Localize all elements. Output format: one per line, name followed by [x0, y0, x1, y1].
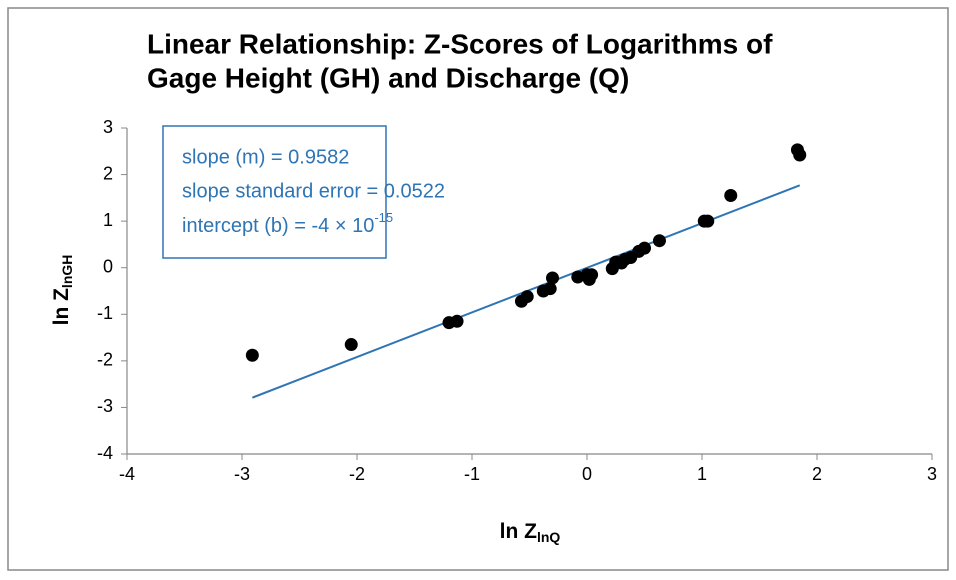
x-tick-label: -3	[234, 464, 250, 484]
data-point	[793, 148, 807, 162]
data-point	[585, 268, 599, 282]
x-axis-label-sub: lnQ	[537, 529, 560, 545]
x-tick-label: 3	[927, 464, 937, 484]
y-axis-label-main: ln Z	[50, 288, 73, 325]
data-point	[543, 282, 557, 296]
y-axis-label: ln ZlnGH	[50, 255, 75, 326]
annotation-sup: -15	[374, 210, 393, 225]
data-point	[701, 214, 715, 228]
x-tick-label: 1	[697, 464, 707, 484]
data-point	[652, 234, 666, 248]
data-point	[724, 189, 738, 203]
y-axis-label-sub: lnGH	[59, 255, 75, 288]
y-tick-label: 1	[103, 210, 113, 230]
chart-border	[7, 7, 949, 571]
y-tick-label: -4	[97, 443, 113, 463]
x-axis-label: ln ZlnQ	[500, 520, 561, 545]
data-point	[245, 348, 259, 362]
x-axis-label-main: ln Z	[500, 520, 537, 543]
annotation-box	[162, 125, 387, 259]
x-tick-label: -4	[119, 464, 135, 484]
y-tick-label: -1	[97, 303, 113, 323]
x-tick-label: -1	[464, 464, 480, 484]
y-tick-label: 3	[103, 117, 113, 137]
y-tick-label: 0	[103, 256, 113, 276]
x-tick-label: 2	[812, 464, 822, 484]
chart-title: Linear Relationship: Z-Scores of Logarit…	[147, 28, 773, 59]
y-tick-label: -3	[97, 396, 113, 416]
data-point	[546, 271, 559, 285]
y-tick-label: 2	[103, 163, 113, 183]
data-point	[638, 241, 651, 255]
x-tick-label: -2	[349, 464, 365, 484]
annotation: intercept (b) = -4 × 10-15	[182, 210, 393, 237]
annotation: slope standard error = 0.0522	[182, 180, 445, 202]
data-point	[344, 338, 358, 352]
chart-title: Gage Height (GH) and Discharge (Q)	[147, 62, 629, 93]
annotation-main: intercept (b) = -4 × 10	[182, 215, 374, 237]
x-tick-label: 0	[582, 464, 592, 484]
annotation: slope (m) = 0.9582	[182, 146, 349, 168]
y-tick-label: -2	[97, 350, 113, 370]
data-point	[520, 290, 534, 304]
data-point	[450, 314, 464, 328]
